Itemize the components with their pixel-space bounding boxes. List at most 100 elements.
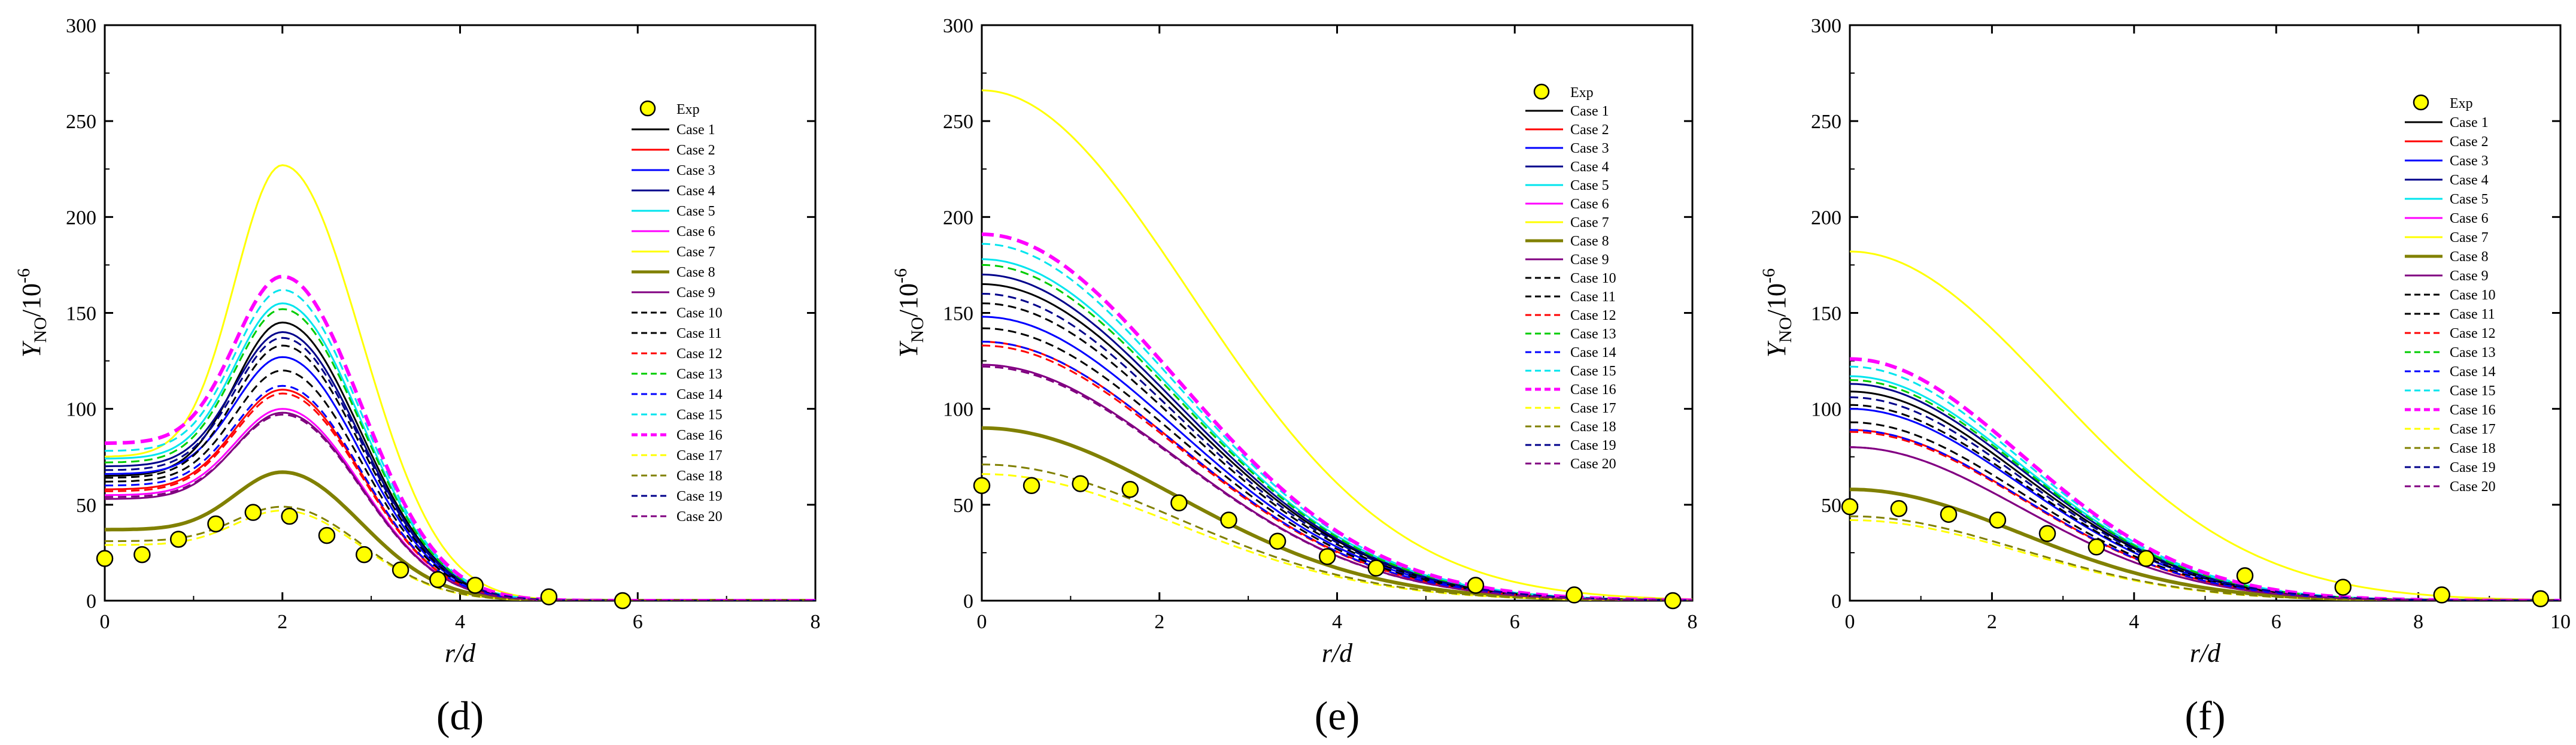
legend-label-case-3: Case 3 xyxy=(676,163,715,178)
exp-marker xyxy=(281,507,298,525)
exp-marker xyxy=(614,592,632,610)
y-tick-label: 250 xyxy=(1811,111,1841,133)
exp-marker xyxy=(466,577,484,594)
exp-marker xyxy=(540,588,558,605)
panel-label: (f) xyxy=(2185,693,2226,738)
exp-marker xyxy=(1022,477,1040,495)
y-tick-label: 300 xyxy=(1811,15,1841,37)
exp-marker xyxy=(1170,494,1188,511)
y-tick-label: 100 xyxy=(943,399,973,421)
y-tick-label: 200 xyxy=(66,207,96,229)
y-tick-label: 50 xyxy=(1821,495,1841,517)
exp-marker xyxy=(244,504,262,521)
exp-marker xyxy=(1467,577,1485,594)
x-tick-label: 4 xyxy=(455,611,465,633)
exp-marker xyxy=(1841,498,1859,516)
exp-marker xyxy=(1072,475,1089,492)
y-tick-label: 150 xyxy=(943,303,973,325)
series-line-case-9 xyxy=(105,411,815,601)
legend-label-case-7: Case 7 xyxy=(2450,230,2489,246)
legend-label-case-10: Case 10 xyxy=(2450,287,2496,303)
x-tick-label: 2 xyxy=(1154,611,1164,633)
legend-label-case-8: Case 8 xyxy=(2450,249,2489,265)
legend-label-case-20: Case 20 xyxy=(2450,479,2496,495)
y-axis-unit: /10 xyxy=(1762,283,1791,317)
legend-label-case-15: Case 15 xyxy=(2450,383,2496,399)
exp-marker xyxy=(1565,586,1583,604)
exp-marker xyxy=(1989,511,2007,529)
exp-marker xyxy=(1121,480,1139,498)
legend-label-case-9: Case 9 xyxy=(676,285,715,301)
legend-label-case-10: Case 10 xyxy=(676,305,723,321)
legend-exp-marker xyxy=(639,100,656,117)
y-axis-symbol: Y xyxy=(1762,340,1791,358)
legend-label-case-14: Case 14 xyxy=(676,387,723,402)
legend-label-case-11: Case 11 xyxy=(676,326,722,341)
legend-exp-label: Exp xyxy=(676,102,700,117)
series-line-case-10 xyxy=(982,327,1692,601)
legend-label-case-20: Case 20 xyxy=(1570,456,1616,472)
exp-marker xyxy=(318,526,336,544)
legend-label-case-13: Case 13 xyxy=(676,367,723,382)
exp-marker xyxy=(2137,550,2155,567)
y-axis-exponent: -6 xyxy=(14,268,34,283)
series-line-case-14 xyxy=(1850,429,2560,601)
y-axis-exponent: -6 xyxy=(1759,268,1779,283)
series-line-case-15 xyxy=(105,289,815,601)
legend-label-case-3: Case 3 xyxy=(1570,141,1609,156)
legend-label-case-19: Case 19 xyxy=(2450,460,2496,476)
legend-label-case-18: Case 18 xyxy=(676,468,723,484)
exp-marker xyxy=(1940,505,1958,523)
legend-label-case-2: Case 2 xyxy=(2450,134,2489,150)
legend-label-case-10: Case 10 xyxy=(1570,271,1616,286)
legend-label-case-5: Case 5 xyxy=(676,204,715,219)
legend-label-case-7: Case 7 xyxy=(1570,215,1609,231)
legend-label-case-9: Case 9 xyxy=(2450,268,2489,284)
exp-marker xyxy=(2087,538,2105,556)
y-axis-subscript: NO xyxy=(1776,317,1795,343)
y-axis-exponent: -6 xyxy=(891,268,911,283)
y-tick-label: 100 xyxy=(66,399,96,421)
legend-label-case-8: Case 8 xyxy=(1570,234,1609,249)
legend-exp-label: Exp xyxy=(2450,96,2473,111)
legend-label-case-4: Case 4 xyxy=(2450,172,2489,188)
series-line-case-10 xyxy=(1850,421,2560,601)
x-tick-label: 0 xyxy=(977,611,987,633)
exp-marker xyxy=(1220,511,1237,529)
exp-marker xyxy=(2334,579,2352,596)
legend-label-case-4: Case 4 xyxy=(676,183,715,199)
legend-label-case-19: Case 19 xyxy=(676,489,723,504)
series-line-case-10 xyxy=(105,370,815,601)
y-tick-label: 300 xyxy=(943,15,973,37)
x-tick-label: 6 xyxy=(2271,611,2281,633)
legend-label-case-12: Case 12 xyxy=(676,346,723,362)
x-tick-label: 0 xyxy=(1845,611,1855,633)
y-tick-label: 250 xyxy=(66,111,96,133)
legend-label-case-1: Case 1 xyxy=(2450,115,2489,131)
legend: Exp Case 1 Case 2 Case 3 Case 4 Case 5 Case 6 C… xyxy=(1525,83,1616,472)
x-tick-label: 10 xyxy=(2550,611,2571,633)
legend-label-case-8: Case 8 xyxy=(676,265,715,280)
legend-label-case-6: Case 6 xyxy=(1570,196,1609,212)
legend-label-case-12: Case 12 xyxy=(2450,326,2496,341)
x-tick-label: 6 xyxy=(633,611,643,633)
legend-exp-marker xyxy=(2413,94,2429,111)
exp-marker xyxy=(1664,592,1682,610)
x-axis-title: r/d xyxy=(1322,638,1353,668)
legend-label-case-4: Case 4 xyxy=(1570,159,1609,175)
y-tick-label: 300 xyxy=(66,15,96,37)
y-tick-label: 200 xyxy=(1811,207,1841,229)
legend-label-case-14: Case 14 xyxy=(1570,345,1616,361)
exp-marker xyxy=(2236,567,2254,585)
legend-label-case-14: Case 14 xyxy=(2450,364,2496,380)
curves xyxy=(105,164,815,601)
legend-label-case-13: Case 13 xyxy=(2450,345,2496,361)
series-line-case-7 xyxy=(105,164,815,601)
exp-marker xyxy=(96,550,114,567)
series-line-case-17 xyxy=(105,509,815,601)
series-line-case-8 xyxy=(105,470,815,601)
x-tick-label: 4 xyxy=(2129,611,2139,633)
